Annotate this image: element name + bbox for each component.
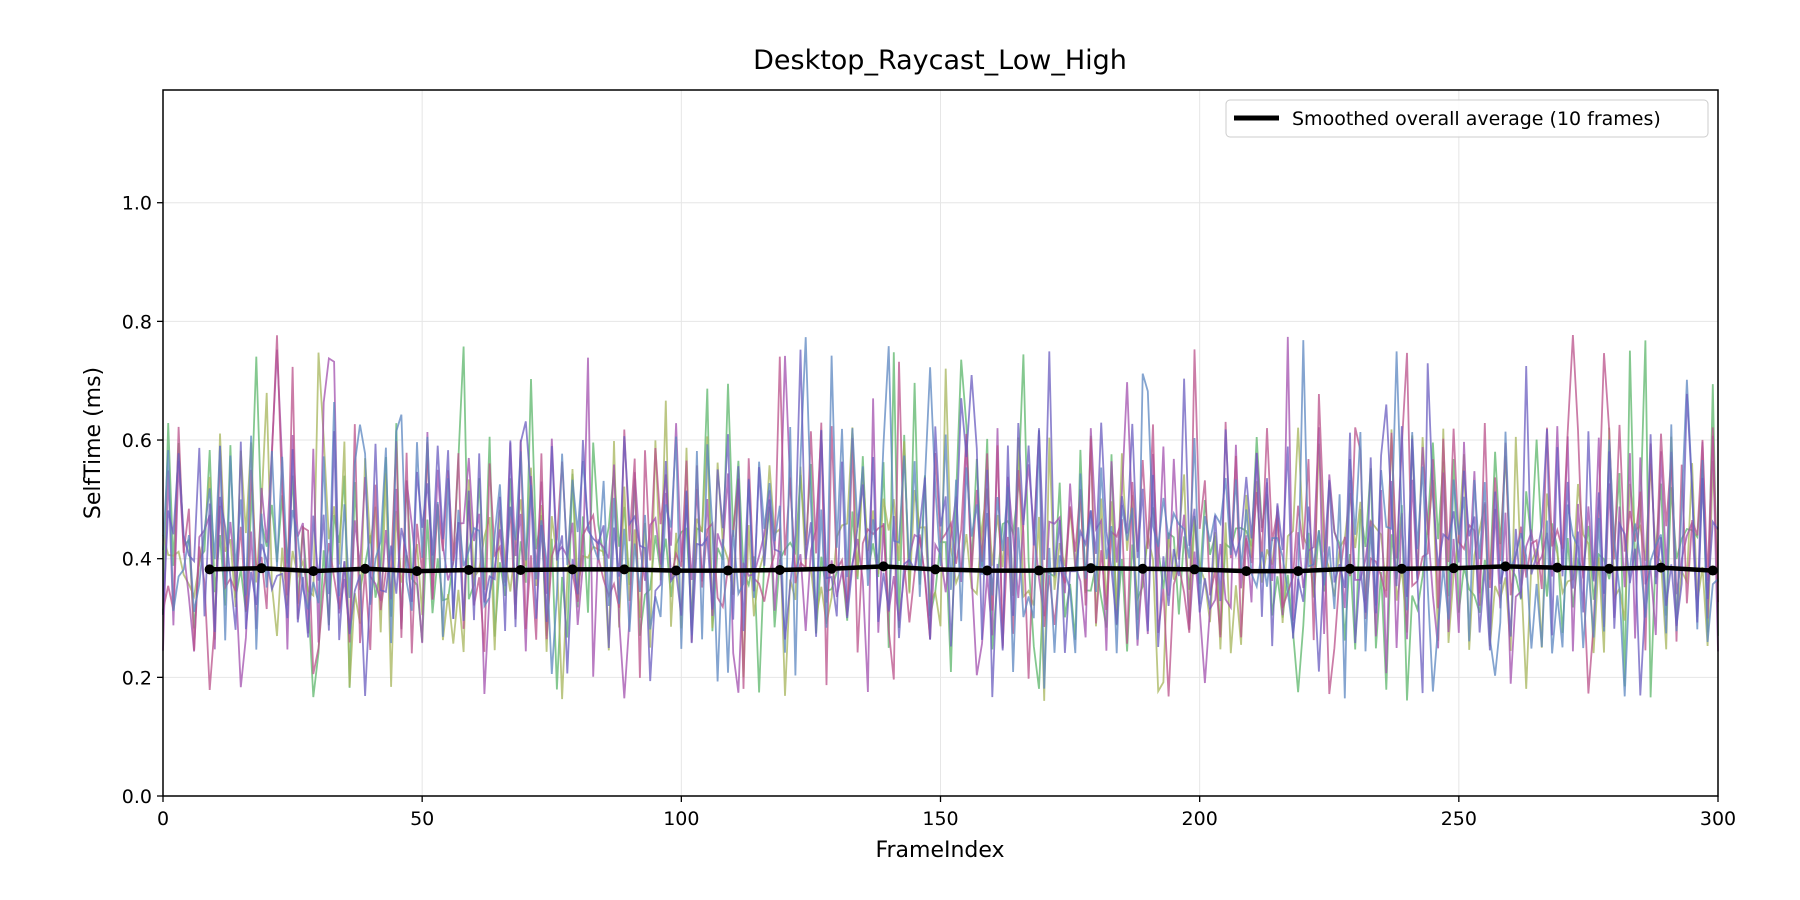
average-series-point (1707, 565, 1718, 576)
average-series-point (463, 564, 474, 575)
average-series-group (204, 561, 1718, 577)
average-series-point (878, 561, 889, 572)
average-series-point (619, 564, 630, 575)
average-series-point (1189, 564, 1200, 575)
average-series-point (1604, 563, 1615, 574)
average-series-point (567, 564, 578, 575)
average-series-point (1137, 563, 1148, 574)
average-series-point (1293, 566, 1304, 577)
y-axis-label: SelfTime (ms) (81, 367, 106, 519)
noise-series-line (162, 349, 1719, 698)
y-tick-label: 0.2 (122, 667, 152, 689)
average-series-point (1448, 563, 1459, 574)
x-tick-label: 300 (1700, 808, 1736, 830)
x-tick-label: 100 (663, 808, 699, 830)
chart-title: Desktop_Raycast_Low_High (753, 45, 1127, 76)
average-series-line (209, 564, 1713, 574)
average-series-point (826, 563, 837, 574)
y-tick-label: 0.4 (122, 549, 152, 571)
x-tick-label: 250 (1441, 808, 1477, 830)
average-series-point (1500, 561, 1511, 572)
noise-series-line (162, 337, 1719, 699)
average-series-point (1241, 566, 1252, 577)
average-series-point (256, 563, 267, 574)
average-series-point (774, 564, 785, 575)
average-series-point (1655, 562, 1666, 573)
average-series-point (204, 564, 215, 575)
x-tick-label: 50 (410, 808, 434, 830)
legend: Smoothed overall average (10 frames) (1225, 99, 1709, 138)
x-tick-label: 0 (157, 808, 169, 830)
noise-series-group (162, 334, 1719, 701)
y-tick-label: 0.0 (122, 786, 152, 808)
x-tick-label: 150 (922, 808, 958, 830)
average-series-point (360, 563, 371, 574)
average-series-point (671, 565, 682, 576)
y-tick-label: 0.8 (122, 311, 152, 333)
average-series-point (1344, 563, 1355, 574)
average-series-point (515, 564, 526, 575)
y-axis-ticks: 0.0 0.2 0.4 0.6 0.8 1.0 (122, 193, 163, 808)
average-series-point (722, 565, 733, 576)
average-series-point (930, 564, 941, 575)
legend-label: Smoothed overall average (10 frames) (1292, 108, 1661, 130)
x-axis-ticks: 0 50 100 150 200 250 300 (157, 796, 1736, 830)
legend-box (1225, 99, 1709, 138)
average-series-point (982, 565, 993, 576)
average-series-point (1085, 563, 1096, 574)
average-series-point (308, 566, 319, 577)
y-tick-label: 0.6 (122, 430, 152, 452)
x-axis-label: FrameIndex (875, 838, 1004, 863)
noise-series-line (162, 334, 1719, 697)
average-series-point (1033, 565, 1044, 576)
y-tick-label: 1.0 (122, 193, 152, 215)
x-tick-label: 200 (1182, 808, 1218, 830)
average-series-point (1396, 563, 1407, 574)
average-series-point (1552, 562, 1563, 573)
average-series-point (411, 566, 422, 577)
